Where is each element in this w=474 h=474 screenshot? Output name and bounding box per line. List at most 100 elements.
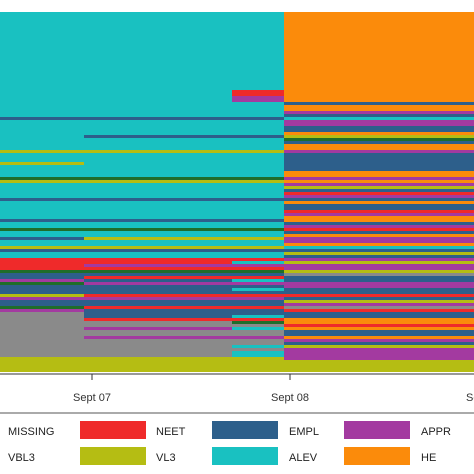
sequence-segment [0, 231, 84, 234]
sequence-segment [84, 45, 232, 48]
x-tick-label: Sept 07 [73, 392, 111, 404]
sequence-segment [84, 327, 232, 330]
sequence-segment [284, 324, 474, 327]
sequence-segment [84, 171, 232, 174]
sequence-segment [84, 186, 232, 189]
sequence-segment [84, 168, 232, 171]
plot-area [0, 12, 474, 372]
sequence-segment [84, 75, 232, 78]
sequence-segment [0, 42, 84, 45]
legend-swatch [344, 447, 410, 465]
legend-item-appr: APPR [421, 426, 451, 438]
sequence-segment [284, 171, 474, 174]
sequence-segment [0, 351, 84, 354]
sequence-segment [0, 174, 84, 177]
sequence-segment [84, 324, 232, 327]
sequence-segment [0, 57, 84, 60]
sequence-segment [284, 321, 474, 324]
sequence-segment [232, 15, 284, 18]
legend-swatch [212, 421, 278, 439]
sequence-segment [284, 162, 474, 165]
sequence-segment [84, 318, 232, 321]
sequence-segment [232, 339, 284, 342]
sequence-segment [284, 174, 474, 177]
sequence-segment [284, 204, 474, 207]
sequence-segment [232, 360, 284, 363]
sequence-segment [232, 168, 284, 171]
sequence-segment [232, 123, 284, 126]
sequence-segment [232, 87, 284, 90]
sequence-segment [0, 129, 84, 132]
x-tick-label: Sept 08 [271, 392, 309, 404]
sequence-segment [232, 132, 284, 135]
sequence-segment [284, 150, 474, 153]
sequence-segment [232, 45, 284, 48]
sequence-segment [84, 123, 232, 126]
sequence-segment [0, 24, 84, 27]
sequence-segment [0, 213, 84, 216]
sequence-segment [84, 81, 232, 84]
sequence-segment [284, 165, 474, 168]
sequence-segment [0, 276, 84, 279]
sequence-segment [232, 147, 284, 150]
sequence-segment [84, 102, 232, 105]
sequence-segment [284, 300, 474, 303]
sequence-segment [84, 51, 232, 54]
sequence-segment [0, 135, 84, 138]
sequence-segment [284, 36, 474, 39]
sequence-segment [232, 99, 284, 102]
sequence-segment [232, 192, 284, 195]
sequence-segment [232, 237, 284, 240]
sequence-segment [232, 342, 284, 345]
sequence-segment [84, 93, 232, 96]
sequence-segment [284, 282, 474, 285]
sequence-segment [84, 60, 232, 63]
sequence-segment [232, 66, 284, 69]
sequence-segment [0, 336, 84, 339]
sequence-segment [84, 243, 232, 246]
sequence-segment [84, 192, 232, 195]
sequence-segment [84, 297, 232, 300]
sequence-segment [232, 114, 284, 117]
sequence-segment [0, 51, 84, 54]
sequence-segment [232, 273, 284, 276]
legend-label: ALEV [289, 452, 318, 464]
sequence-segment [232, 75, 284, 78]
sequence-segment [284, 192, 474, 195]
sequence-segment [232, 231, 284, 234]
sequence-segment [232, 309, 284, 312]
sequence-segment [84, 228, 232, 231]
sequence-segment [84, 117, 232, 120]
sequence-segment [284, 267, 474, 270]
sequence-segment [0, 357, 84, 360]
sequence-segment [284, 72, 474, 75]
sequence-segment [0, 186, 84, 189]
sequence-segment [232, 366, 284, 369]
sequence-segment [0, 282, 84, 285]
sequence-segment [0, 192, 84, 195]
sequence-segment [84, 234, 232, 237]
sequence-segment [284, 369, 474, 372]
sequence-segment [284, 357, 474, 360]
sequence-segment [84, 159, 232, 162]
sequence-segment [84, 237, 232, 240]
sequence-segment [284, 156, 474, 159]
legend-swatch [212, 447, 278, 465]
sequence-segment [232, 243, 284, 246]
sequence-segment [0, 45, 84, 48]
sequence-segment [0, 324, 84, 327]
sequence-segment [0, 75, 84, 78]
sequence-segment [284, 15, 474, 18]
sequence-segment [232, 354, 284, 357]
legend-item-neet: NEET [156, 426, 186, 438]
sequence-segment [0, 330, 84, 333]
sequence-segment [84, 321, 232, 324]
sequence-segment [232, 159, 284, 162]
sequence-segment [284, 291, 474, 294]
sequence-segment [84, 354, 232, 357]
sequence-segment [284, 153, 474, 156]
sequence-segment [284, 348, 474, 351]
sequence-segment [84, 36, 232, 39]
sequence-segment [84, 276, 232, 279]
